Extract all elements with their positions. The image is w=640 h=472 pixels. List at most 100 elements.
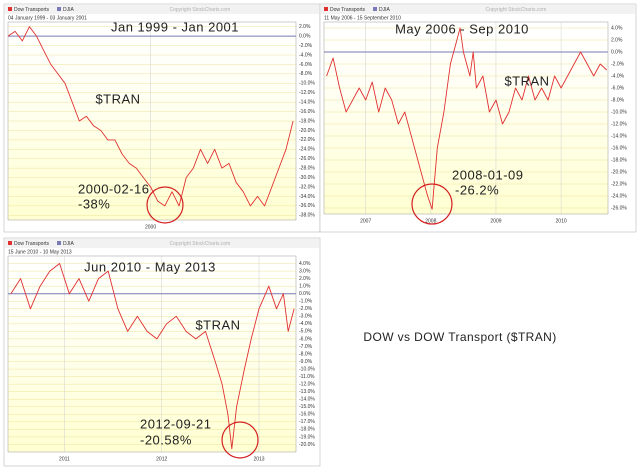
- legend-swatch: [324, 7, 328, 11]
- y-tick-label: -10.0%: [611, 109, 627, 115]
- y-tick-label: -22.0%: [299, 137, 315, 143]
- x-tick-label: 2009: [490, 218, 501, 224]
- y-tick-label: -14.0%: [299, 99, 315, 105]
- source-note: Copyright StockCharts.com: [485, 7, 546, 13]
- y-tick-label: -14.0%: [611, 133, 627, 139]
- header-bar: [5, 5, 319, 14]
- y-tick-label: -6.0%: [299, 62, 313, 68]
- plot-area: [323, 21, 609, 215]
- y-tick-label: -32.0%: [299, 184, 315, 190]
- y-tick-label: -16.0%: [299, 109, 315, 115]
- legend-label: DJIA: [379, 7, 391, 13]
- y-tick-label: -24.0%: [299, 147, 315, 153]
- y-tick-label: -4.0%: [299, 52, 313, 58]
- y-tick-label: -7.0%: [299, 344, 313, 350]
- highlight-circle: [221, 421, 259, 459]
- y-tick-label: -18.0%: [299, 118, 315, 124]
- annotation-date: 2012-09-21: [140, 416, 212, 431]
- y-tick-label: -20.0%: [611, 169, 627, 175]
- y-tick-label: -6.0%: [611, 85, 625, 91]
- y-tick-label: -26.0%: [611, 205, 627, 211]
- y-tick-label: -2.0%: [299, 43, 313, 49]
- page-caption: DOW vs DOW Transport ($TRAN): [363, 330, 556, 344]
- header-bar: [321, 5, 635, 14]
- y-tick-label: 3.0%: [299, 268, 311, 274]
- header-bar: [5, 239, 319, 248]
- y-tick-label: -19.0%: [299, 434, 315, 440]
- y-tick-label: 4.0%: [299, 261, 311, 267]
- highlight-circle: [146, 186, 184, 224]
- chart-subtitle: 11 May 2006 - 15 September 2010: [324, 15, 401, 21]
- y-tick-label: -10.0%: [299, 366, 315, 372]
- y-tick-label: -11.0%: [299, 374, 315, 380]
- y-tick-label: -22.0%: [611, 181, 627, 187]
- y-tick-label: -4.0%: [611, 73, 625, 79]
- y-tick-label: -1.0%: [299, 299, 313, 305]
- y-tick-label: -14.0%: [299, 397, 315, 403]
- y-tick-label: 2.0%: [299, 276, 311, 282]
- y-tick-label: -9.0%: [299, 359, 313, 365]
- y-tick-label: 4.0%: [611, 25, 623, 31]
- series-label: $TRAN: [95, 91, 140, 106]
- y-tick-label: -16.0%: [299, 412, 315, 418]
- y-tick-label: 0.0%: [299, 33, 311, 39]
- y-tick-label: -24.0%: [611, 193, 627, 199]
- source-note: Copyright StockCharts.com: [169, 241, 230, 247]
- y-tick-label: -17.0%: [299, 419, 315, 425]
- highlight-circle: [411, 183, 453, 225]
- data-line: [10, 263, 295, 450]
- y-tick-label: -12.0%: [299, 90, 315, 96]
- legend-label: DJIA: [63, 7, 75, 13]
- annotation-change: -38%: [78, 196, 110, 211]
- y-tick-label: -16.0%: [611, 145, 627, 151]
- y-tick-label: -20.0%: [299, 442, 315, 448]
- y-tick-label: -8.0%: [299, 71, 313, 77]
- annotation-change: -26.2%: [455, 182, 499, 197]
- y-tick-label: -20.0%: [299, 128, 315, 134]
- y-tick-label: -13.0%: [299, 389, 315, 395]
- y-tick-label: -12.0%: [299, 381, 315, 387]
- series-label: $TRAN: [195, 317, 240, 332]
- legend-label: DJIA: [63, 241, 75, 247]
- y-tick-label: -6.0%: [299, 336, 313, 342]
- x-tick-label: 2008: [425, 218, 436, 224]
- data-line: [326, 27, 608, 210]
- x-tick-label: 2010: [556, 218, 567, 224]
- annotation-date: 2000-02-16: [78, 181, 150, 196]
- y-tick-label: 0.0%: [299, 291, 311, 297]
- y-tick-label: -30.0%: [299, 175, 315, 181]
- y-tick-label: -10.0%: [299, 81, 315, 87]
- y-tick-label: 2.0%: [611, 37, 623, 43]
- data-line: [7, 26, 294, 207]
- legend-swatch: [57, 241, 62, 245]
- chart-title: May 2006 - Sep 2010: [395, 21, 529, 36]
- y-tick-label: -12.0%: [611, 121, 627, 127]
- y-tick-label: -18.0%: [299, 427, 315, 433]
- annotation-date: 2008-01-09: [452, 167, 524, 182]
- legend-label: Dow Transports: [14, 241, 50, 247]
- series-label: $TRAN: [504, 73, 549, 88]
- y-tick-label: 0.0%: [611, 49, 623, 55]
- y-tick-label: -8.0%: [611, 97, 625, 103]
- y-tick-label: -34.0%: [299, 194, 315, 200]
- y-tick-label: -28.0%: [299, 165, 315, 171]
- legend-swatch: [373, 7, 378, 11]
- y-tick-label: -5.0%: [299, 329, 313, 335]
- y-tick-label: -15.0%: [299, 404, 315, 410]
- annotation-change: -20.58%: [140, 432, 192, 447]
- chart-title: Jan 1999 - Jan 2001: [111, 19, 239, 34]
- chart-title: Jun 2010 - May 2013: [84, 259, 216, 274]
- chart-subtitle: 04 January 1999 - 03 January 2001: [8, 15, 87, 21]
- chart-subtitle: 15 June 2010 - 10 May 2013: [8, 249, 72, 255]
- y-tick-label: -4.0%: [299, 321, 313, 327]
- x-tick-label: 2000: [145, 224, 156, 230]
- legend-swatch: [57, 7, 62, 11]
- x-tick-label: 2012: [156, 456, 167, 462]
- legend-label: Dow Transports: [14, 7, 50, 13]
- legend-swatch: [8, 7, 12, 11]
- source-note: Copyright StockCharts.com: [169, 7, 230, 13]
- x-tick-label: 2013: [253, 456, 264, 462]
- y-tick-label: -36.0%: [299, 203, 315, 209]
